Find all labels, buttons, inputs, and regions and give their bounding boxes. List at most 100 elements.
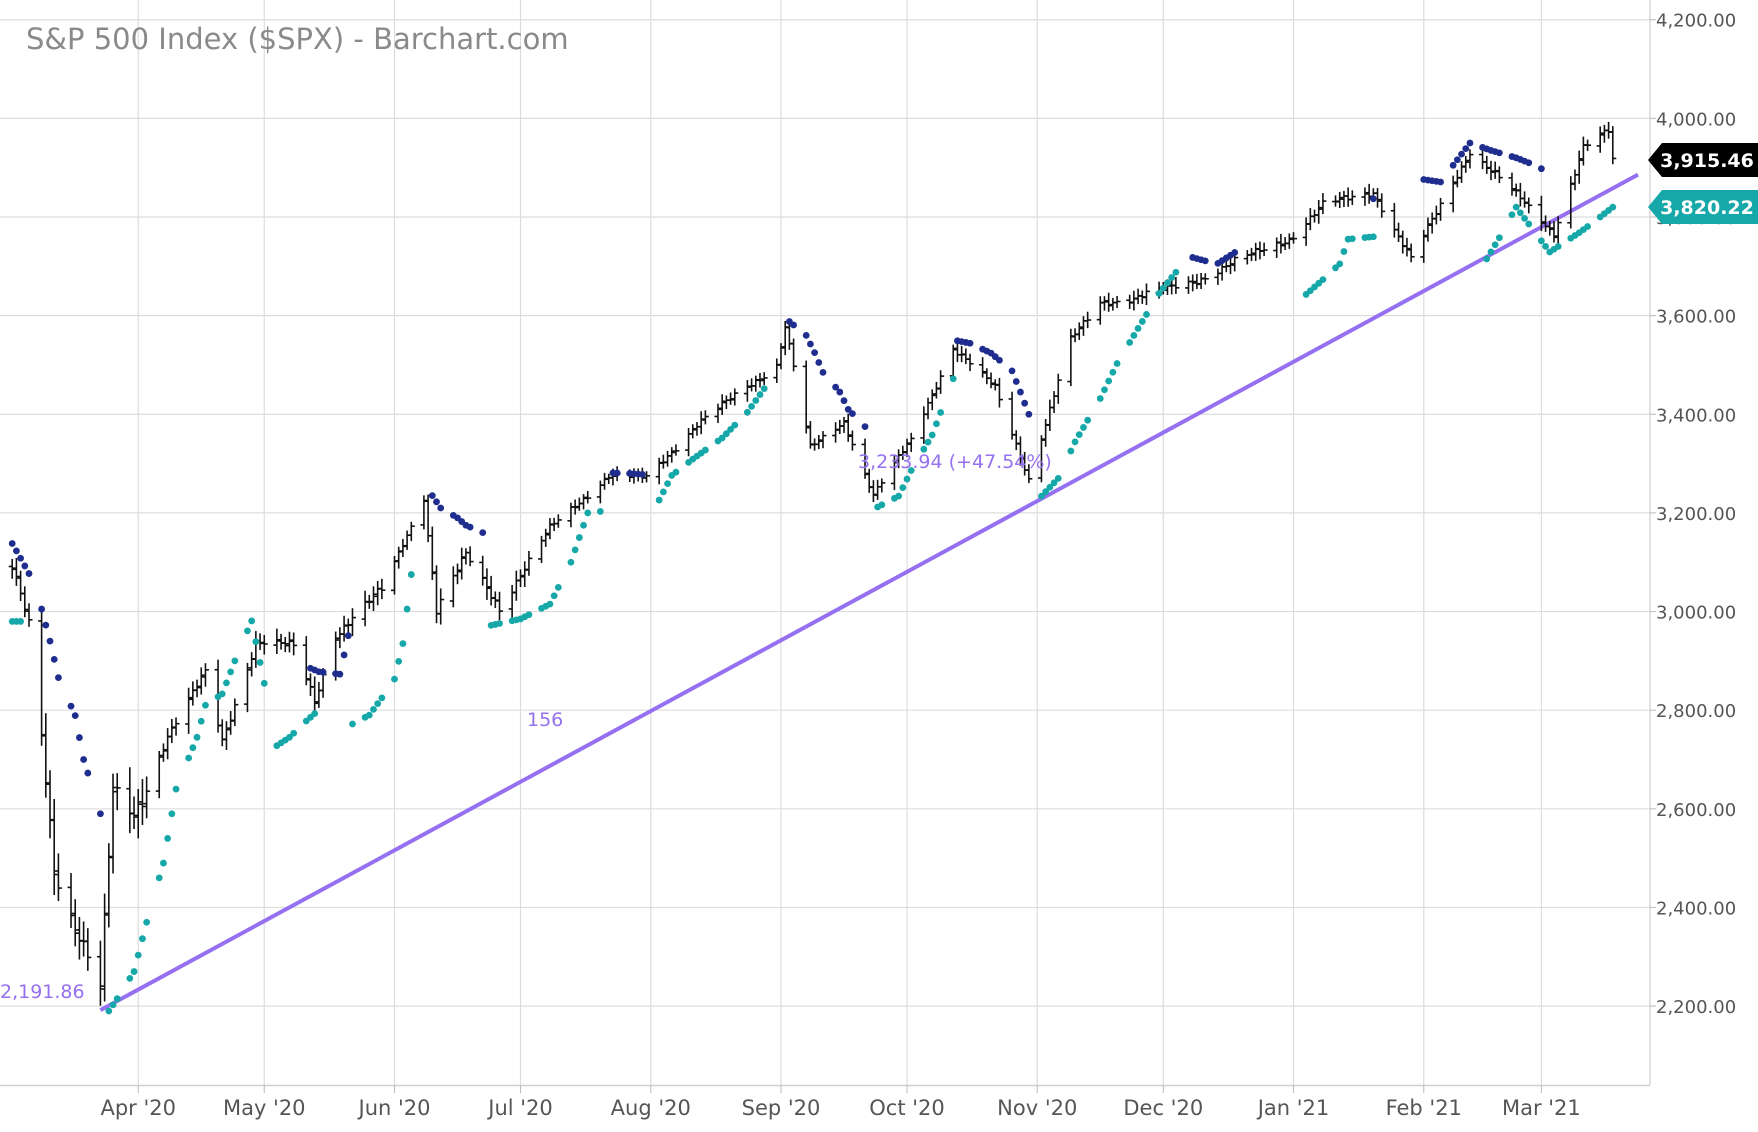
ohlc-bar[interactable] — [1462, 155, 1470, 173]
trendline[interactable] — [99, 172, 1639, 1012]
ohlc-bar[interactable] — [525, 550, 533, 576]
ohlc-bar[interactable] — [777, 343, 785, 370]
ohlc-bar[interactable] — [25, 603, 33, 627]
ohlc-bar[interactable] — [1348, 190, 1356, 206]
ohlc-bar[interactable] — [273, 628, 281, 655]
ohlc-bar[interactable] — [50, 798, 58, 896]
ohlc-bar[interactable] — [113, 773, 121, 811]
ohlc-bar[interactable] — [714, 403, 722, 423]
ohlc-bar[interactable] — [290, 632, 298, 656]
ohlc-bar[interactable] — [1290, 232, 1298, 244]
ohlc-bar[interactable] — [243, 662, 251, 713]
ohlc-bar[interactable] — [1285, 233, 1293, 249]
ohlc-bar[interactable] — [155, 750, 163, 799]
ohlc-bar[interactable] — [101, 893, 109, 1002]
ohlc-bar[interactable] — [844, 413, 852, 442]
ohlc-bar[interactable] — [428, 526, 436, 580]
ohlc-bar[interactable] — [222, 721, 230, 750]
ohlc-bar[interactable] — [689, 424, 697, 439]
ohlc-bar[interactable] — [1260, 242, 1268, 257]
ohlc-bar[interactable] — [584, 491, 592, 504]
ohlc-bar[interactable] — [672, 444, 680, 456]
ohlc-bar[interactable] — [928, 389, 936, 411]
ohlc-bar[interactable] — [1374, 187, 1382, 208]
ohlc-bar[interactable] — [1142, 283, 1150, 306]
ohlc-bar[interactable] — [815, 434, 823, 450]
ohlc-bar[interactable] — [937, 370, 945, 394]
ohlc-bar[interactable] — [12, 557, 20, 586]
ohlc-bar[interactable] — [197, 667, 205, 695]
ohlc-bar[interactable] — [1550, 221, 1558, 243]
ohlc-bar[interactable] — [285, 631, 293, 653]
ohlc-bar[interactable] — [1487, 160, 1495, 181]
ohlc-bar[interactable] — [84, 928, 92, 971]
ohlc-bar[interactable] — [348, 608, 356, 637]
ohlc-bar[interactable] — [378, 578, 386, 600]
ohlc-bar[interactable] — [731, 388, 739, 406]
ohlc-bar[interactable] — [369, 586, 377, 612]
ohlc-bar[interactable] — [466, 546, 474, 567]
ohlc-bar[interactable] — [790, 338, 798, 372]
ohlc-bar[interactable] — [1525, 197, 1533, 214]
ohlc-bar[interactable] — [1172, 276, 1180, 294]
ohlc-bar[interactable] — [8, 558, 16, 579]
ohlc-bar[interactable] — [1016, 436, 1024, 466]
ohlc-bar[interactable] — [1336, 191, 1344, 209]
ohlc-bar[interactable] — [38, 611, 46, 746]
ohlc-bar[interactable] — [840, 416, 848, 433]
ohlc-bar[interactable] — [878, 478, 886, 493]
ohlc-bar[interactable] — [130, 796, 138, 829]
ohlc-bar[interactable] — [1495, 166, 1503, 184]
ohlc-bar[interactable] — [979, 357, 987, 378]
ohlc-bar[interactable] — [802, 360, 810, 434]
ohlc-bar[interactable] — [105, 843, 113, 928]
ohlc-bar[interactable] — [1084, 311, 1092, 329]
ohlc-bar[interactable] — [756, 373, 764, 388]
ohlc-bar[interactable] — [172, 717, 180, 736]
ohlc-bar[interactable] — [1277, 233, 1285, 254]
ohlc-bar[interactable] — [96, 940, 104, 1006]
ohlc-bar[interactable] — [718, 394, 726, 415]
ohlc-bar[interactable] — [1609, 126, 1617, 165]
ohlc-bar[interactable] — [1508, 172, 1516, 196]
ohlc-bar[interactable] — [302, 636, 310, 686]
ohlc-bar[interactable] — [1378, 193, 1386, 218]
ohlc-bar[interactable] — [1554, 216, 1562, 245]
ohlc-bar[interactable] — [159, 743, 167, 762]
ohlc-bar[interactable] — [1037, 435, 1045, 483]
ohlc-bar[interactable] — [987, 372, 995, 389]
ohlc-bar[interactable] — [1584, 139, 1592, 152]
ohlc-bar[interactable] — [995, 377, 1003, 408]
ohlc-bar[interactable] — [193, 679, 201, 698]
ohlc-bar[interactable] — [134, 788, 142, 839]
ohlc-bar[interactable] — [109, 773, 117, 874]
ohlc-bar[interactable] — [580, 494, 588, 510]
ohlc-bar[interactable] — [437, 588, 445, 625]
ohlc-bar[interactable] — [1248, 247, 1256, 262]
ohlc-bar[interactable] — [311, 676, 319, 714]
ohlc-bar[interactable] — [890, 454, 898, 491]
ohlc-bar[interactable] — [496, 591, 504, 621]
ohlc-bar[interactable] — [1361, 187, 1369, 206]
ohlc-bar[interactable] — [701, 410, 709, 425]
ohlc-bar[interactable] — [1227, 257, 1234, 275]
ohlc-bar[interactable] — [1466, 149, 1474, 169]
ohlc-bar[interactable] — [21, 586, 29, 618]
ohlc-bars[interactable] — [8, 121, 1617, 1006]
ohlc-bar[interactable] — [819, 431, 827, 449]
ohlc-bar[interactable] — [542, 528, 550, 547]
ohlc-bar[interactable] — [1189, 274, 1197, 292]
ohlc-bar[interactable] — [1403, 237, 1411, 257]
ohlc-bar[interactable] — [743, 379, 751, 402]
ohlc-bar[interactable] — [517, 569, 525, 588]
ohlc-bar[interactable] — [260, 634, 268, 655]
ohlc-bar[interactable] — [903, 438, 911, 457]
ohlc-bar[interactable] — [458, 547, 466, 580]
ohlc-bar[interactable] — [281, 637, 289, 653]
ohlc-bar[interactable] — [861, 438, 869, 479]
ohlc-bar[interactable] — [143, 776, 151, 819]
ohlc-bar[interactable] — [1596, 126, 1604, 153]
ohlc-bar[interactable] — [760, 372, 768, 386]
ohlc-bar[interactable] — [201, 663, 209, 687]
